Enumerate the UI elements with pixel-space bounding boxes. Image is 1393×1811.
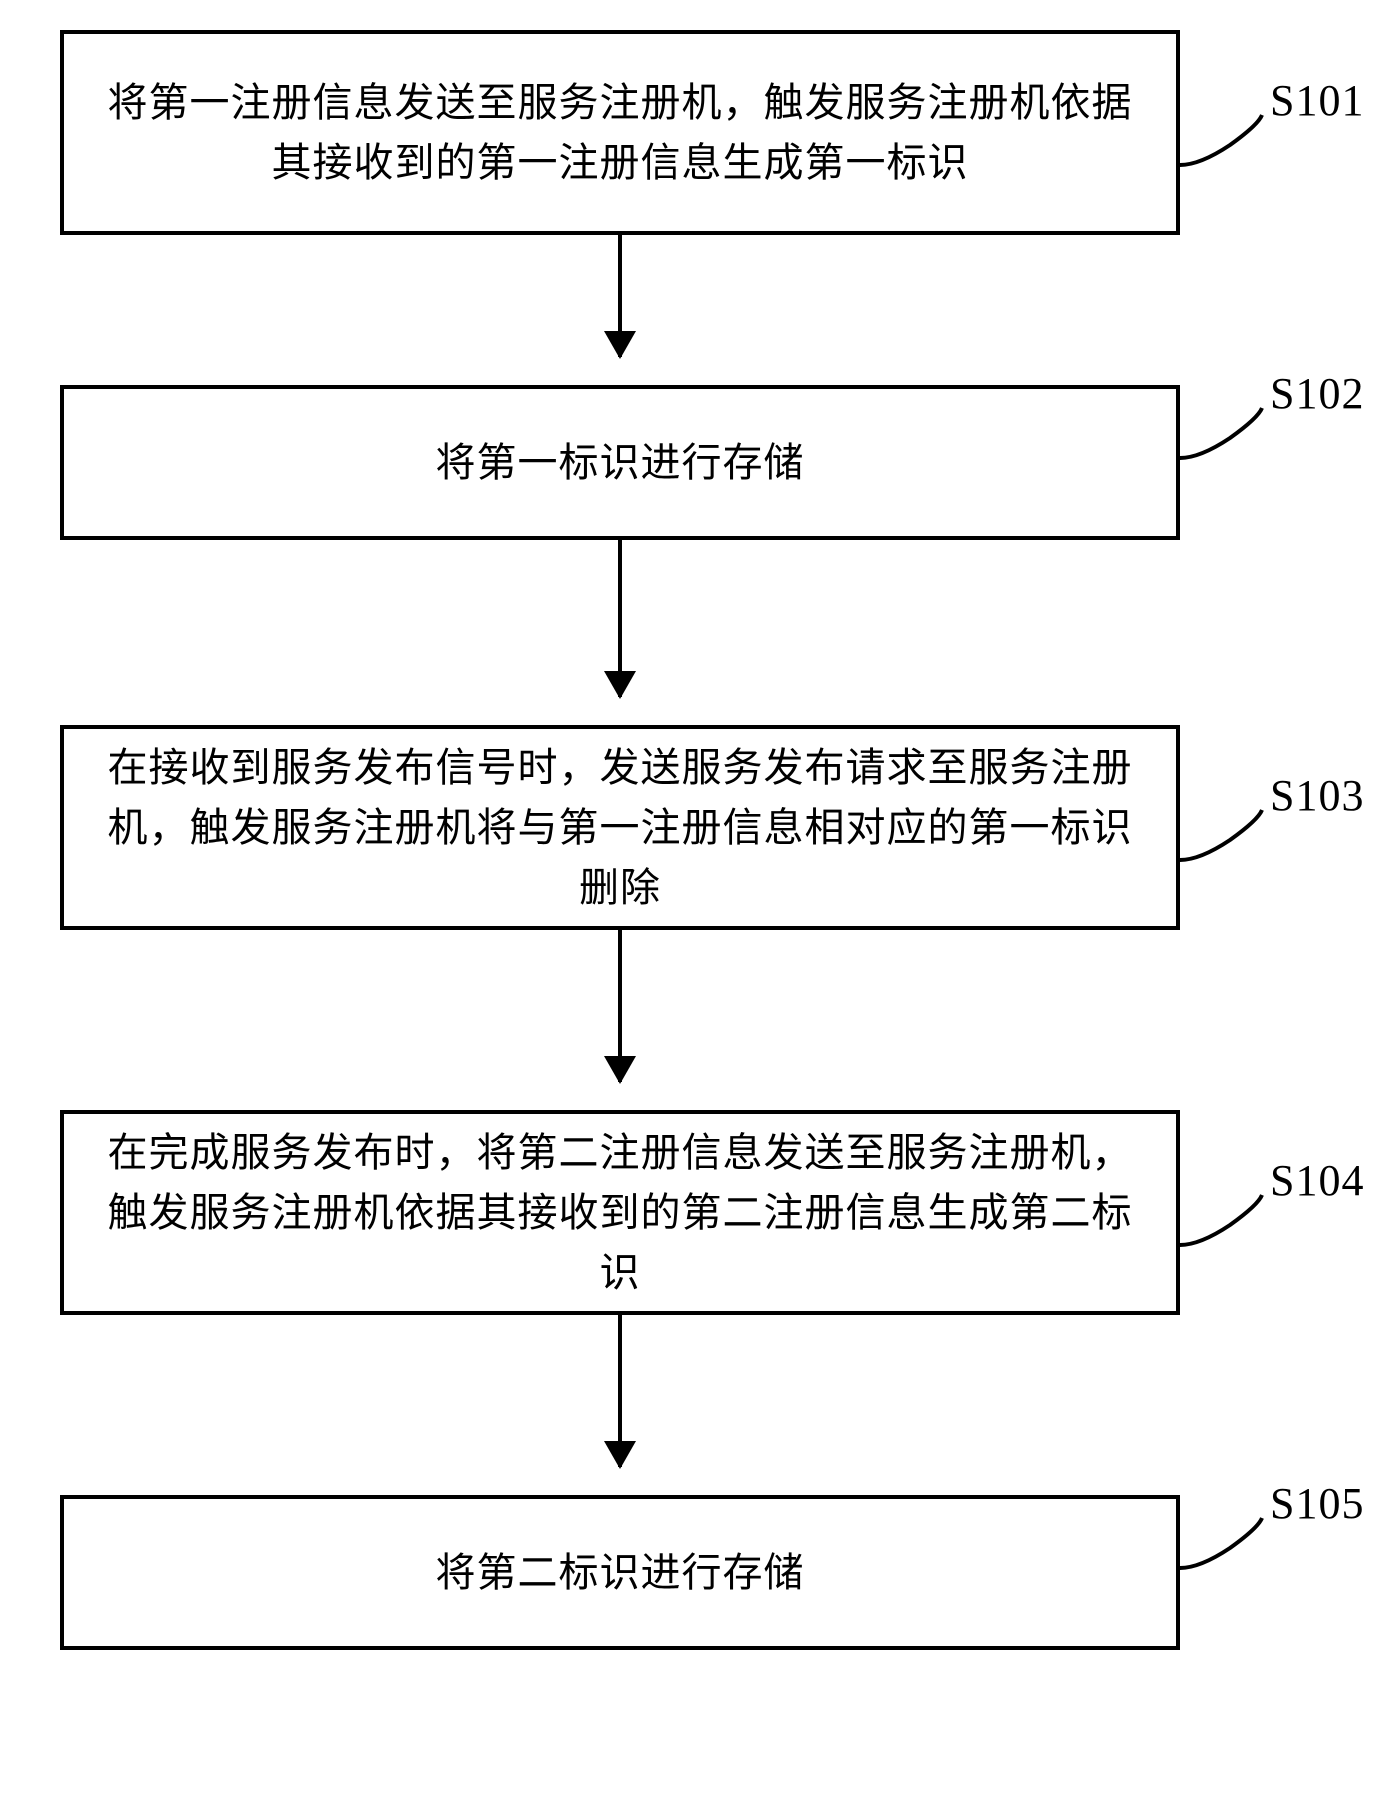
step-box-s103: 在接收到服务发布信号时，发送服务发布请求至服务注册机，触发服务注册机将与第一注册… (60, 725, 1180, 930)
step-label-s102: S102 (1270, 368, 1364, 419)
step-label-s104: S104 (1270, 1155, 1364, 1206)
step-box-s102: 将第一标识进行存储 (60, 385, 1180, 540)
step-box-s101: 将第一注册信息发送至服务注册机，触发服务注册机依据其接收到的第一注册信息生成第一… (60, 30, 1180, 235)
step-box-s105: 将第二标识进行存储 (60, 1495, 1180, 1650)
step-text: 在完成服务发布时，将第二注册信息发送至服务注册机，触发服务注册机依据其接收到的第… (64, 1115, 1176, 1311)
arrow-2 (618, 540, 622, 697)
step-label-s103: S103 (1270, 770, 1364, 821)
step-text: 在接收到服务发布信号时，发送服务发布请求至服务注册机，触发服务注册机将与第一注册… (64, 730, 1176, 926)
arrow-1 (618, 235, 622, 357)
step-text: 将第一注册信息发送至服务注册机，触发服务注册机依据其接收到的第一注册信息生成第一… (64, 65, 1176, 201)
step-label-s105: S105 (1270, 1478, 1364, 1529)
arrow-4 (618, 1315, 622, 1467)
step-box-s104: 在完成服务发布时，将第二注册信息发送至服务注册机，触发服务注册机依据其接收到的第… (60, 1110, 1180, 1315)
flowchart-canvas: 将第一注册信息发送至服务注册机，触发服务注册机依据其接收到的第一注册信息生成第一… (0, 0, 1393, 1811)
step-text: 将第一标识进行存储 (412, 425, 829, 501)
step-text: 将第二标识进行存储 (412, 1535, 829, 1611)
step-label-s101: S101 (1270, 75, 1364, 126)
arrow-3 (618, 930, 622, 1082)
